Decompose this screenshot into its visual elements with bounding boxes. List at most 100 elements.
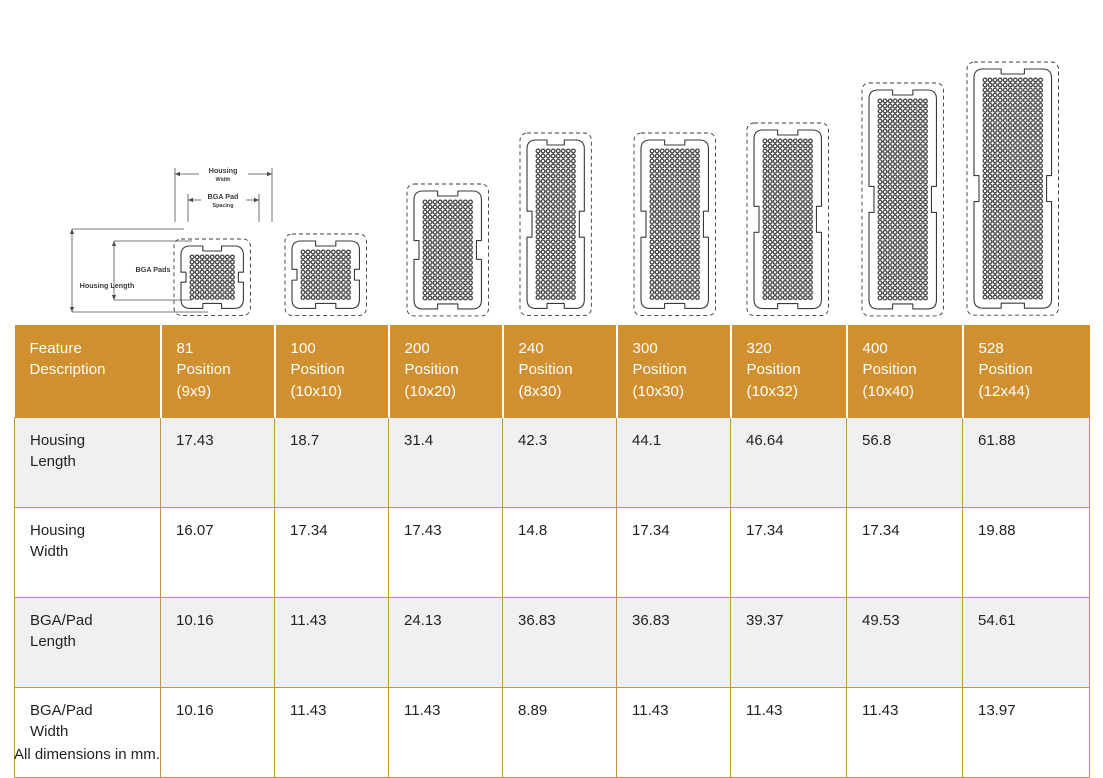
row-label-cell: BGA/Pad Length	[14, 596, 161, 688]
table-cell: 36.83	[502, 596, 617, 688]
table-cell: 14.8	[502, 506, 617, 598]
header-text-line3: (12x44)	[978, 382, 1031, 400]
table-header-cell-6: 320 Position (10x32)	[730, 325, 848, 418]
bga-specification-table: Feature Description 81 Position (9x9) 100 Posi…	[14, 325, 1090, 778]
table-cell: 17.43	[160, 416, 275, 508]
table-cell: 31.4	[388, 416, 503, 508]
header-text-line2: Position	[632, 361, 687, 379]
header-text-line1: 300	[632, 340, 658, 357]
table-header-cell-2: 100 Position (10x10)	[274, 325, 390, 418]
table-cell: 13.97	[962, 686, 1090, 778]
row-label-label_line1: Housing	[30, 521, 86, 539]
table-cell: 17.34	[846, 506, 963, 598]
table-row: Housing Length 17.43 18.7 31.4 42.3 44.1 46.64 5…	[14, 416, 1090, 508]
row-label-label_line2: Width	[30, 723, 69, 741]
table-cell: 54.61	[962, 596, 1090, 688]
header-text-line2: Description	[29, 361, 106, 379]
200-position-package	[405, 182, 491, 318]
header-text-line2: Position	[176, 361, 231, 379]
callout-bga-pad-spacing-line1: BGA Pad	[208, 192, 239, 201]
table-header: Feature Description 81 Position (9x9) 100 Posi…	[14, 325, 1090, 418]
row-label-cell: BGA/Pad Width	[14, 686, 161, 778]
table-row: BGA/Pad Width 10.16 11.43 11.43 8.89 11.43 11.4…	[14, 686, 1090, 778]
table-header-cell-3: 200 Position (10x20)	[388, 325, 504, 418]
table-header-cell-7: 400 Position (10x40)	[846, 325, 964, 418]
callout-housing-width-line2: Width	[216, 177, 231, 183]
table-cell: 10.16	[160, 686, 275, 778]
table-row: BGA/Pad Length 10.16 11.43 24.13 36.83 36.83 39…	[14, 596, 1090, 688]
header-text-line1: 240	[518, 340, 544, 357]
callout-bga-pad-spacing-line2: Spacing	[213, 203, 234, 209]
header-text-line1: 81	[176, 340, 194, 357]
table-cell: 11.43	[274, 686, 389, 778]
header-text-line1: Feature	[29, 340, 82, 357]
row-label-label_line2: Length	[30, 453, 76, 471]
table-cell: 17.34	[730, 506, 847, 598]
table-header-cell-4: 240 Position (8x30)	[502, 325, 618, 418]
table-cell: 8.89	[502, 686, 617, 778]
header-text-line1: 528	[978, 340, 1004, 357]
callout-bga-pads: BGA Pads	[136, 265, 171, 274]
header-text-line3: (10x20)	[404, 382, 457, 400]
header-text-line2: Position	[290, 361, 345, 379]
528-position-package	[965, 60, 1061, 318]
header-text-line3: (8x30)	[518, 382, 562, 400]
footnote-dimensions-unit: All dimensions in mm.	[14, 746, 160, 763]
table-cell: 17.34	[274, 506, 389, 598]
table-header-cell-1: 81 Position (9x9)	[160, 325, 276, 418]
row-label-cell: Housing Width	[14, 506, 161, 598]
row-label-label_line1: Housing	[30, 431, 86, 449]
table-cell: 44.1	[616, 416, 731, 508]
table-header-cell-5: 300 Position (10x30)	[616, 325, 732, 418]
100-position-package	[283, 232, 369, 318]
table-cell: 19.88	[962, 506, 1090, 598]
table-cell: 10.16	[160, 596, 275, 688]
300-position-package	[632, 131, 718, 318]
table-cell: 42.3	[502, 416, 617, 508]
table-cell: 49.53	[846, 596, 963, 688]
row-label-cell: Housing Length	[14, 416, 161, 508]
table-cell: 16.07	[160, 506, 275, 598]
header-text-line1: 320	[746, 340, 772, 357]
callout-housing-length: Housing Length	[80, 281, 135, 290]
package-illustration-strip	[0, 0, 1103, 318]
table-cell: 11.43	[846, 686, 963, 778]
table-cell: 56.8	[846, 416, 963, 508]
row-label-label_line2: Length	[30, 633, 76, 651]
dimension-callout-diagram: Housing Width BGA Pad Spacing BGA Pads H…	[58, 160, 288, 318]
header-text-line2: Position	[862, 361, 917, 379]
400-position-package	[860, 81, 946, 318]
table-cell: 24.13	[388, 596, 503, 688]
header-text-line1: 400	[862, 340, 888, 357]
header-text-line2: Position	[404, 361, 459, 379]
table-cell: 61.88	[962, 416, 1090, 508]
table-cell: 11.43	[616, 686, 731, 778]
table-header-cell-8: 528 Position (12x44)	[962, 325, 1090, 418]
header-text-line3: (10x32)	[746, 382, 799, 400]
table-cell: 11.43	[730, 686, 847, 778]
table-cell: 18.7	[274, 416, 389, 508]
row-label-label_line2: Width	[30, 543, 69, 561]
header-text-line3: (10x30)	[632, 382, 685, 400]
table-cell: 46.64	[730, 416, 847, 508]
header-text-line1: 200	[404, 340, 430, 357]
table-cell: 17.34	[616, 506, 731, 598]
header-text-line2: Position	[518, 361, 573, 379]
header-text-line1: 100	[290, 340, 316, 357]
240-position-package	[518, 131, 594, 318]
header-text-line3: (10x10)	[290, 382, 343, 400]
header-text-line2: Position	[746, 361, 801, 379]
table-cell: 11.43	[388, 686, 503, 778]
table-cell: 39.37	[730, 596, 847, 688]
table-row: Housing Width 16.07 17.34 17.43 14.8 17.34 17.3…	[14, 506, 1090, 598]
header-text-line3: (10x40)	[862, 382, 915, 400]
81-position-package	[172, 237, 253, 318]
table-cell: 11.43	[274, 596, 389, 688]
table-cell: 36.83	[616, 596, 731, 688]
header-text-line3: (9x9)	[176, 382, 212, 400]
header-text-line2: Position	[978, 361, 1033, 379]
callout-housing-width-line1: Housing	[209, 166, 238, 175]
row-label-label_line1: BGA/Pad	[30, 611, 93, 629]
table-header-cell-0: Feature Description	[14, 325, 162, 418]
table-body: Housing Length 17.43 18.7 31.4 42.3 44.1 46.64 5…	[14, 416, 1090, 778]
